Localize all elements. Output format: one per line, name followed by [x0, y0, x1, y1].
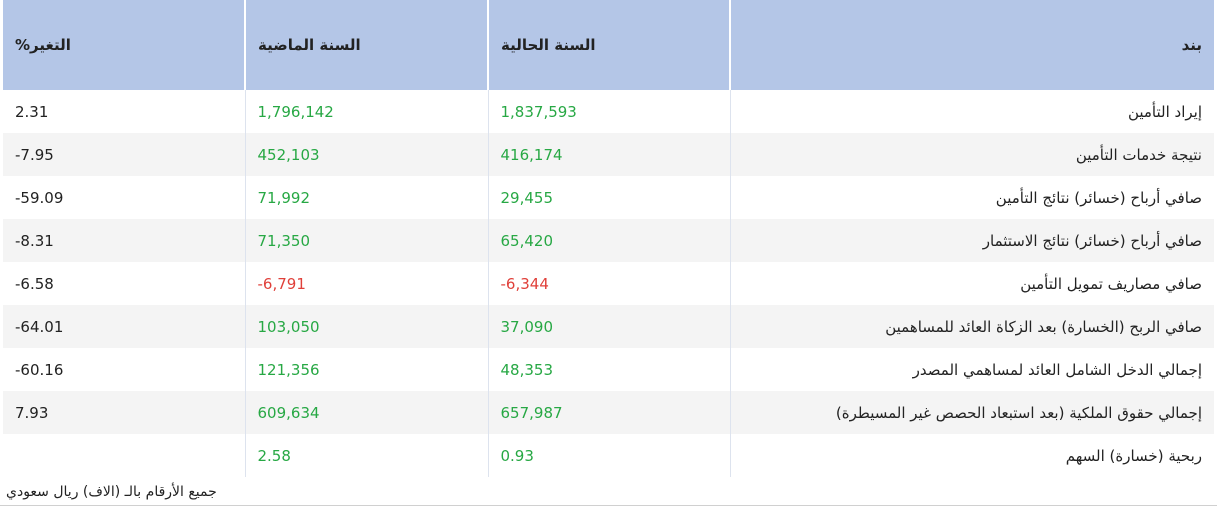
row-item-label: صافي أرباح (خسائر) نتائج الاستثمار	[729, 219, 1214, 262]
row-change-value: 2.31	[3, 90, 245, 133]
table-row: صافي أرباح (خسائر) نتائج التأمين 29,455 71…	[3, 176, 1214, 219]
row-change-value: 59.09-	[3, 176, 245, 219]
row-current-year-value: 48,353	[487, 348, 730, 391]
row-current-year-value: 6,344-	[487, 262, 730, 305]
row-change-value: 8.31-	[3, 219, 245, 262]
row-change-value: 7.95-	[3, 133, 245, 176]
table-header-row: بند السنة الحالية السنة الماضية التغير%	[3, 0, 1214, 90]
row-current-year-value: 29,455	[487, 176, 730, 219]
row-change-value: 60.16-	[3, 348, 245, 391]
row-current-year-value: 65,420	[487, 219, 730, 262]
table-row: إجمالي حقوق الملكية (بعد استبعاد الحصص غ…	[3, 391, 1214, 434]
row-previous-year-value: 1,796,142	[244, 90, 488, 133]
bottom-divider	[0, 505, 1217, 506]
row-item-label: ربحية (خسارة) السهم	[729, 434, 1214, 477]
row-previous-year-value: 103,050	[244, 305, 488, 348]
row-previous-year-value: 71,350	[244, 219, 488, 262]
row-item-label: نتيجة خدمات التأمين	[729, 133, 1214, 176]
table-row: إيراد التأمين 1,837,593 1,796,142 2.31	[3, 90, 1214, 133]
row-item-label: إجمالي حقوق الملكية (بعد استبعاد الحصص غ…	[729, 391, 1214, 434]
row-change-value: 6.58-	[3, 262, 245, 305]
row-item-label: صافي الربح (الخسارة) بعد الزكاة العائد ل…	[729, 305, 1214, 348]
row-change-value: 7.93	[3, 391, 245, 434]
row-item-label: إجمالي الدخل الشامل العائد لمساهمي المصد…	[729, 348, 1214, 391]
row-current-year-value: 416,174	[487, 133, 730, 176]
units-note: جميع الأرقام بالـ (الاف) ريال سعودي	[6, 484, 217, 500]
row-current-year-value: 37,090	[487, 305, 730, 348]
table-row: نتيجة خدمات التأمين 416,174 452,103 7.95-	[3, 133, 1214, 176]
financial-table: بند السنة الحالية السنة الماضية التغير% …	[3, 0, 1214, 477]
table-body: إيراد التأمين 1,837,593 1,796,142 2.31 نتيجة…	[3, 90, 1214, 477]
column-header-previous-year[interactable]: السنة الماضية	[244, 0, 488, 90]
row-previous-year-value: 2.58	[244, 434, 488, 477]
row-current-year-value: 657,987	[487, 391, 730, 434]
table-row: صافي مصاريف تمويل التأمين 6,344- 6,791- 6.5…	[3, 262, 1214, 305]
row-previous-year-value: 121,356	[244, 348, 488, 391]
table-row: صافي الربح (الخسارة) بعد الزكاة العائد ل…	[3, 305, 1214, 348]
row-change-value	[3, 434, 245, 477]
row-change-value: 64.01-	[3, 305, 245, 348]
table-row: ربحية (خسارة) السهم 0.93 2.58	[3, 434, 1214, 477]
row-item-label: صافي أرباح (خسائر) نتائج التأمين	[729, 176, 1214, 219]
column-header-item[interactable]: بند	[729, 0, 1214, 90]
row-previous-year-value: 452,103	[244, 133, 488, 176]
row-current-year-value: 0.93	[487, 434, 730, 477]
row-item-label: إيراد التأمين	[729, 90, 1214, 133]
row-previous-year-value: 609,634	[244, 391, 488, 434]
column-header-current-year[interactable]: السنة الحالية	[487, 0, 730, 90]
column-header-change[interactable]: التغير%	[3, 0, 245, 90]
table-row: صافي أرباح (خسائر) نتائج الاستثمار 65,420…	[3, 219, 1214, 262]
row-item-label: صافي مصاريف تمويل التأمين	[729, 262, 1214, 305]
row-current-year-value: 1,837,593	[487, 90, 730, 133]
table-row: إجمالي الدخل الشامل العائد لمساهمي المصد…	[3, 348, 1214, 391]
row-previous-year-value: 6,791-	[244, 262, 488, 305]
row-previous-year-value: 71,992	[244, 176, 488, 219]
